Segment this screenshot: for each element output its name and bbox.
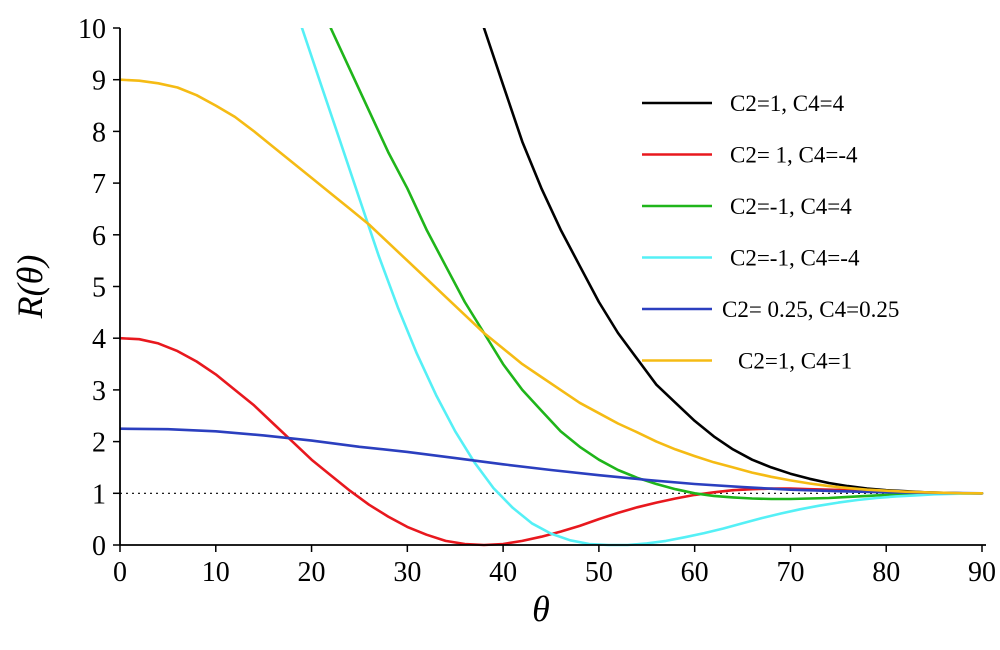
y-tick-label: 9 [92,66,106,97]
y-tick-label: 6 [92,221,106,252]
y-tick-label: 4 [92,324,106,355]
y-tick-label: 5 [92,273,106,304]
x-tick-label: 30 [393,557,421,588]
y-tick-label: 10 [78,14,106,45]
x-tick-label: 60 [681,557,709,588]
y-tick-label: 2 [92,428,106,459]
x-tick-label: 80 [872,557,900,588]
legend: C2=1, C4=4 C2= 1, C4=-4 C2=-1, C4=4 C2=-1, … [642,91,899,374]
y-tick-label: 8 [92,117,106,148]
x-tick-label: 40 [489,557,517,588]
series-layer [120,28,984,547]
x-axis-title: θ [532,589,550,629]
legend-label-6: C2=1, C4=1 [738,349,852,374]
x-tick-label: 50 [585,557,613,588]
x-tick-label: 70 [776,557,804,588]
y-axis-title: R(θ) [10,255,50,320]
axes [119,28,986,546]
series-line-3 [329,28,984,501]
legend-label-5: C2= 0.25, C4=0.25 [722,297,899,322]
y-tick-label: 1 [92,479,106,510]
series-line-5 [120,427,984,495]
legend-label-1: C2=1, C4=4 [730,91,845,116]
x-tick-label: 20 [298,557,326,588]
x-tick-label: 10 [202,557,230,588]
legend-label-3: C2=-1, C4=4 [730,194,852,219]
x-tick-label: 90 [968,557,996,588]
y-tick-label: 0 [92,531,106,562]
series-line-6 [120,78,984,495]
series-line-2 [120,336,984,547]
legend-label-4: C2=-1, C4=-4 [730,246,860,271]
y-tick-label: 3 [92,376,106,407]
legend-label-2: C2= 1, C4=-4 [730,143,858,168]
x-tick-label: 0 [113,557,127,588]
y-tick-label: 7 [92,169,106,200]
series-line-4 [300,28,984,547]
